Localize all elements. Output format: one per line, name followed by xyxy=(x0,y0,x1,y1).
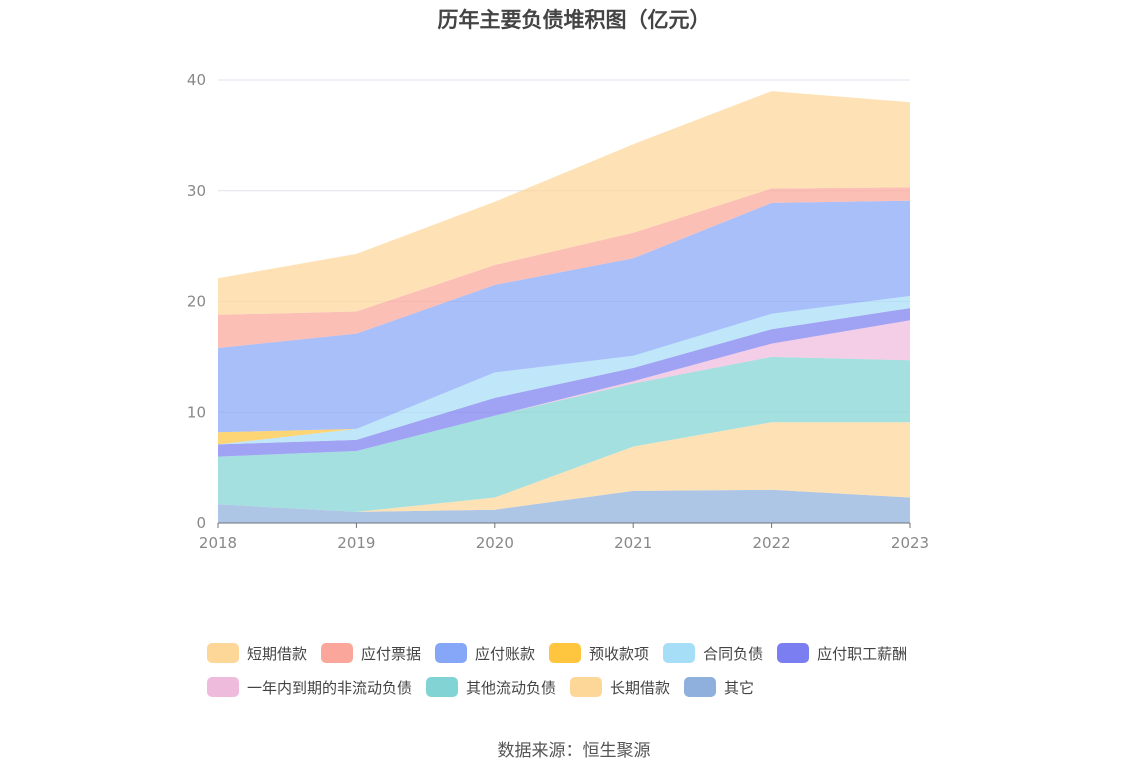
legend-swatch xyxy=(684,677,717,697)
area-series-4 xyxy=(218,308,910,457)
legend-item[interactable]: 其他流动负债 xyxy=(426,677,556,698)
area-series-0 xyxy=(218,489,910,523)
x-tick-label: 2023 xyxy=(891,534,929,552)
area-series-7 xyxy=(218,200,910,433)
legend-swatch xyxy=(207,643,239,663)
legend-item[interactable]: 应付职工薪酬 xyxy=(777,643,907,664)
legend-swatch xyxy=(549,643,582,663)
area-series-8 xyxy=(218,187,910,348)
y-tick-label: 20 xyxy=(187,293,206,311)
legend-label: 长期借款 xyxy=(610,678,671,697)
area-series-2 xyxy=(218,356,910,512)
legend-label: 其它 xyxy=(724,678,755,697)
legend-swatch xyxy=(663,643,696,663)
legend-item[interactable]: 其它 xyxy=(684,677,754,698)
legend-item[interactable]: 短期借款 xyxy=(207,643,307,664)
legend-label: 应付职工薪酬 xyxy=(817,644,908,663)
y-tick-label: 30 xyxy=(187,182,206,200)
source-note: 数据来源：恒生聚源 xyxy=(497,741,651,761)
legend-item[interactable]: 合同负债 xyxy=(663,643,763,664)
legend-item[interactable]: 一年内到期的非流动负债 xyxy=(207,677,412,698)
x-tick-label: 2019 xyxy=(337,534,375,552)
area-series-3 xyxy=(218,320,910,457)
legend-swatch xyxy=(207,677,239,697)
y-tick-label: 10 xyxy=(187,403,206,421)
x-tick-label: 2018 xyxy=(199,534,237,552)
legend: 短期借款 应付票据 应付账款 预收款项 合同负债 应付职工薪酬一年内到期的非流动负债 其他流… xyxy=(207,636,967,704)
legend-label: 应付票据 xyxy=(361,644,422,663)
axes: 0 10 20 30 40 2018 2019 2020 2021 2022 2023 xyxy=(187,71,929,552)
legend-row: 一年内到期的非流动负债 其他流动负债 长期借款 其它 xyxy=(207,670,967,704)
legend-swatch xyxy=(426,677,459,697)
legend-item[interactable]: 应付账款 xyxy=(435,643,535,664)
x-tick-label: 2022 xyxy=(753,534,791,552)
legend-item[interactable]: 长期借款 xyxy=(570,677,670,698)
area-series-9 xyxy=(218,91,910,315)
legend-label: 应付账款 xyxy=(475,644,536,663)
legend-item[interactable]: 预收款项 xyxy=(549,643,649,664)
area-series-1 xyxy=(218,422,910,512)
y-tick-label: 40 xyxy=(187,71,206,89)
chart-title: 历年主要负债堆积图（亿元） xyxy=(437,8,711,32)
x-tick-label: 2020 xyxy=(476,534,514,552)
legend-label: 短期借款 xyxy=(247,644,308,663)
x-tick-label: 2021 xyxy=(614,534,652,552)
legend-label: 其他流动负债 xyxy=(466,678,557,697)
legend-swatch xyxy=(321,643,354,663)
legend-row: 短期借款 应付票据 应付账款 预收款项 合同负债 应付职工薪酬 xyxy=(207,636,967,670)
legend-item[interactable]: 应付票据 xyxy=(321,643,421,664)
legend-swatch xyxy=(570,677,603,697)
area-series xyxy=(218,91,910,523)
legend-label: 合同负债 xyxy=(703,644,764,663)
area-series-5 xyxy=(218,296,910,445)
y-tick-label: 0 xyxy=(196,514,206,532)
legend-swatch xyxy=(777,643,810,663)
legend-label: 一年内到期的非流动负债 xyxy=(247,678,413,697)
legend-label: 预收款项 xyxy=(589,644,650,663)
legend-swatch xyxy=(435,643,468,663)
